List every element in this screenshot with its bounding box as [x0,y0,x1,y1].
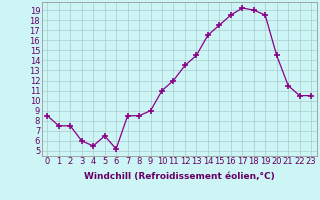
X-axis label: Windchill (Refroidissement éolien,°C): Windchill (Refroidissement éolien,°C) [84,172,275,181]
